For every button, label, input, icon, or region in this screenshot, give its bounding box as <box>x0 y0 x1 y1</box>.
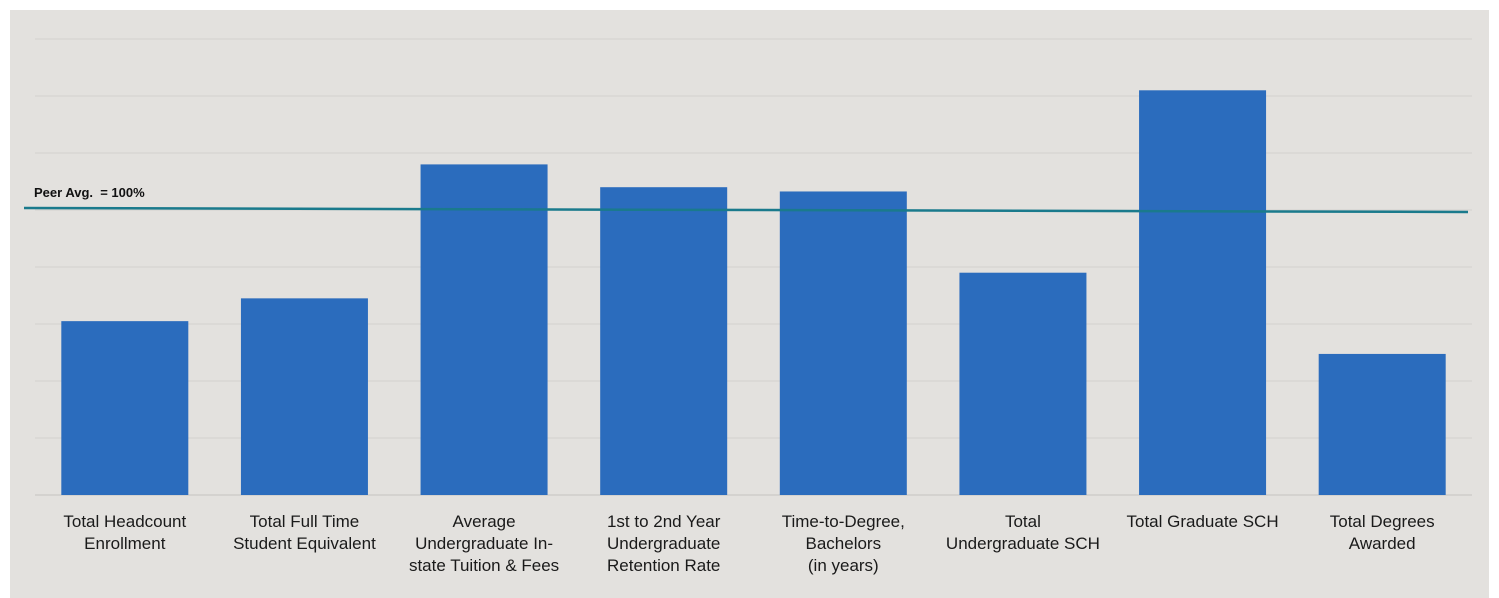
bar <box>1318 353 1446 495</box>
x-tick-label: Total Graduate SCH <box>1126 512 1279 531</box>
bar <box>779 191 907 495</box>
bar-chart <box>23 38 1472 496</box>
x-tick-label: Total Degrees Awarded <box>1329 512 1435 553</box>
x-tick-label: 1st to 2nd Year Undergraduate Retention … <box>606 512 721 575</box>
x-tick-label: Average Undergraduate In- state Tuition … <box>408 512 560 575</box>
bar <box>240 298 368 495</box>
reference-line-label: Peer Avg. = 100% <box>34 185 145 200</box>
bar <box>61 321 189 495</box>
bar <box>1139 90 1267 496</box>
x-tick-label: Total Undergraduate SCH <box>945 512 1100 553</box>
chart-area: Peer Avg. = 100% Total Headcount Enrollm… <box>10 10 1489 598</box>
x-tick-label: Total Full Time Student Equivalent <box>233 512 376 553</box>
bar <box>600 187 728 495</box>
x-tick-label: Total Headcount Enrollment <box>63 512 187 553</box>
peer-average-line <box>23 206 1469 214</box>
bar <box>959 272 1087 495</box>
bar <box>420 164 548 495</box>
x-tick-label: Time-to-Degree, Bachelors (in years) <box>781 512 905 575</box>
